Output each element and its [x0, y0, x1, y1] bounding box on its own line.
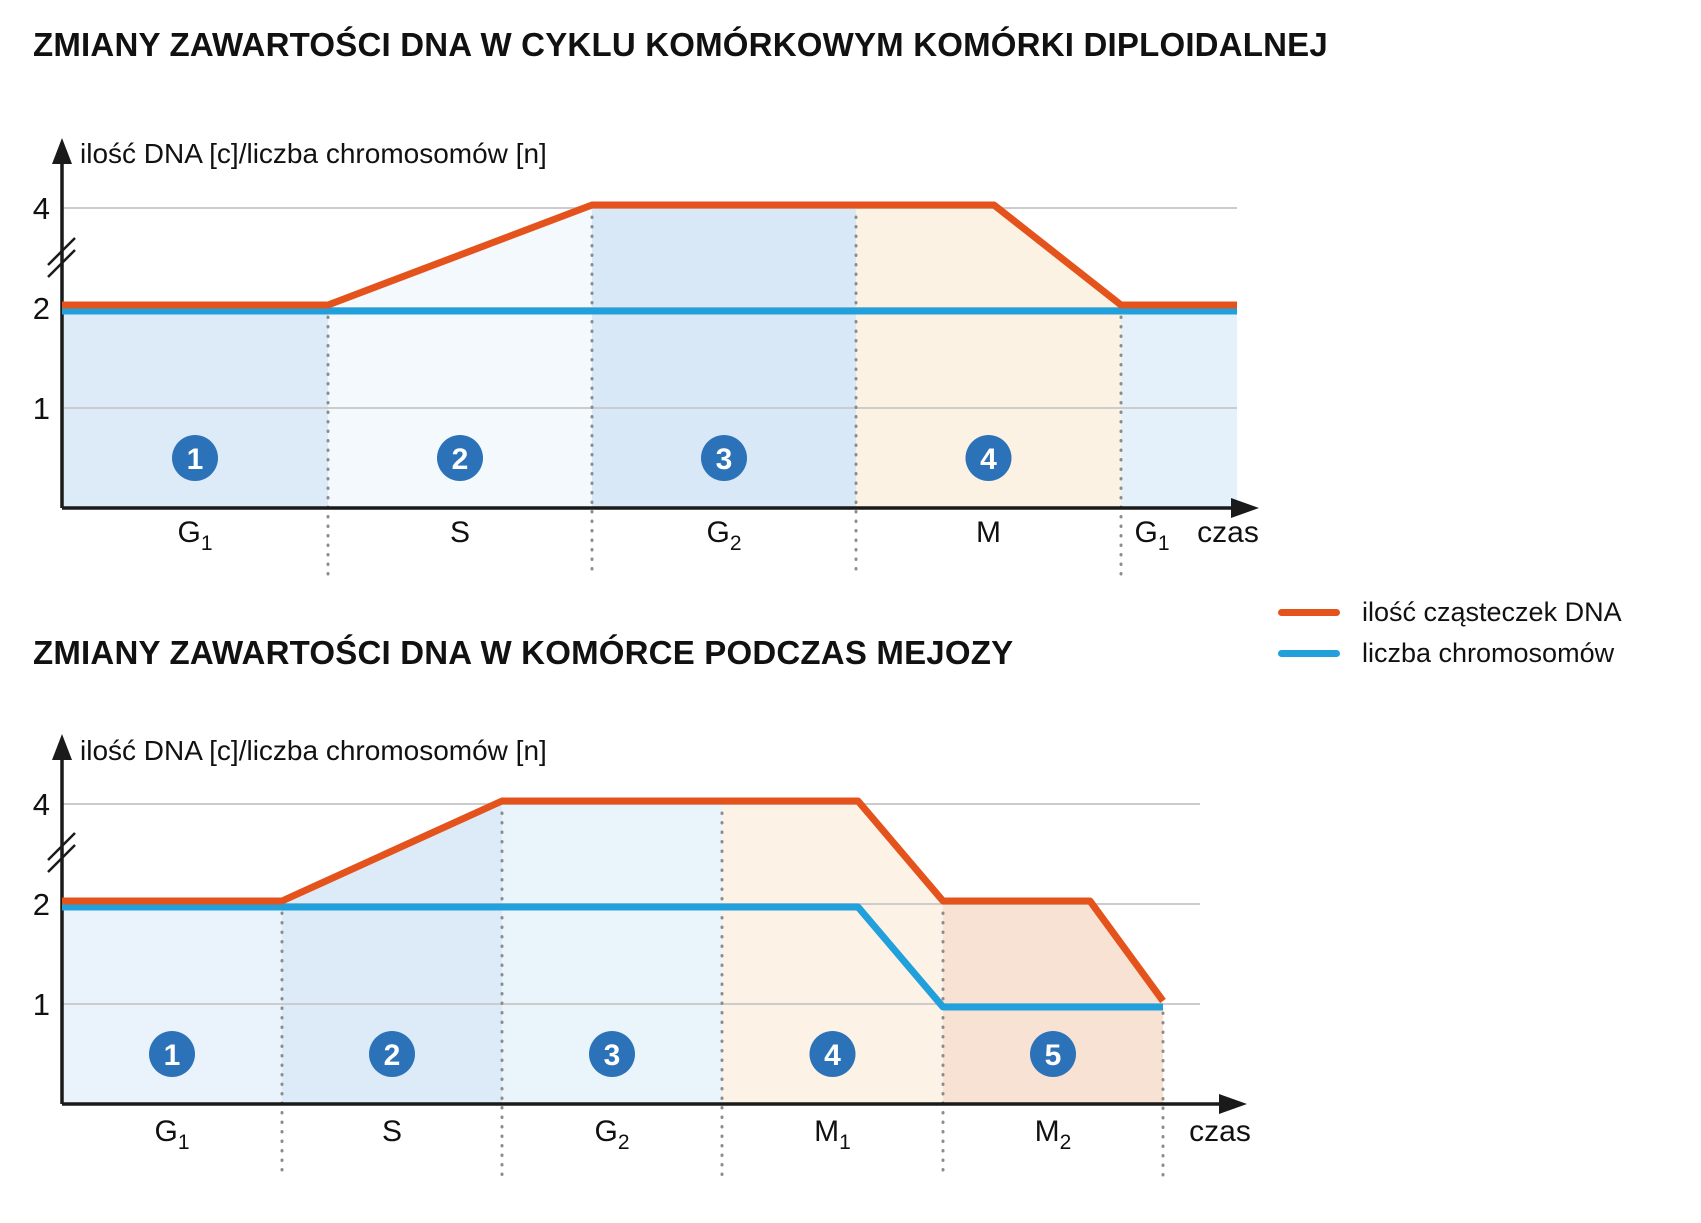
legend-item-dna: ilość cząsteczek DNA [1278, 596, 1622, 628]
phase-label: S [450, 516, 470, 549]
phase-label: M2 [1035, 1115, 1072, 1154]
phase-label: M [976, 516, 1001, 549]
phase-number: 5 [1045, 1039, 1062, 1072]
phase-number: 2 [452, 443, 469, 476]
y-axis-arrow-icon [52, 734, 72, 760]
y-tick-label: 2 [33, 887, 50, 922]
dna-amount-line [62, 797, 1166, 1004]
phase-number: 1 [164, 1039, 181, 1072]
y-axis-title: ilość DNA [c]/liczba chromosomów [n] [80, 735, 547, 766]
x-axis-arrow-icon [1231, 498, 1259, 518]
axis-break-icon [47, 832, 76, 861]
axis-break-icon [47, 844, 76, 873]
legend-label-dna: ilość cząsteczek DNA [1362, 596, 1622, 627]
y-axis-arrow-icon [52, 138, 72, 164]
meiosis-chart: 4 2 1 ilość DNA [c]/liczba chromosomów [n] 1… [33, 734, 1251, 1178]
chromosome-line-swatch [1278, 649, 1340, 657]
y-tick-label: 1 [33, 391, 50, 426]
phase-region [722, 804, 943, 1104]
x-axis-arrow-icon [1219, 1094, 1247, 1114]
phase-number: 4 [824, 1039, 841, 1072]
phase-number-badge [589, 1031, 635, 1077]
axis-break-icon [47, 237, 76, 266]
phase-number-badge [809, 1031, 856, 1077]
phase-number-badge [369, 1031, 415, 1077]
phase-number: 1 [187, 443, 204, 476]
y-tick-label: 1 [33, 987, 50, 1022]
phase-region [502, 804, 722, 1104]
y-axis-title: ilość DNA [c]/liczba chromosomów [n] [80, 138, 547, 169]
cell-cycle-chart: 4 2 1 ilość DNA [c]/liczba chromosomów [n] 1… [33, 138, 1259, 578]
phase-number: 3 [716, 443, 733, 476]
x-axis-title: czas [1197, 516, 1259, 549]
phase-number-badge [1030, 1031, 1076, 1077]
y-tick-label: 4 [33, 787, 50, 822]
legend-item-chromosomes: liczba chromosomów [1278, 637, 1622, 669]
cell-cycle-chart-title: ZMIANY ZAWARTOŚCI DNA W CYKLU KOMÓRKOWYM… [33, 26, 1328, 63]
x-axis-title: czas [1189, 1115, 1251, 1148]
y-tick-label: 2 [33, 291, 50, 326]
legend: ilość cząsteczek DNA liczba chromosomów [1278, 596, 1622, 669]
phase-label: G1 [1134, 516, 1169, 555]
phase-number-badge [149, 1031, 195, 1077]
phase-label: G1 [177, 516, 212, 555]
phase-label: G1 [154, 1115, 189, 1154]
dna-line-swatch [1278, 608, 1340, 616]
phase-label: M1 [814, 1115, 851, 1154]
dna-amount-line [62, 201, 1237, 309]
phase-number-badge [172, 435, 218, 481]
phase-number-badge [437, 435, 483, 481]
phase-number-badge [965, 435, 1012, 481]
phase-label: S [382, 1115, 402, 1148]
phase-number: 3 [604, 1039, 621, 1072]
phase-number-badge [701, 435, 747, 481]
y-tick-label: 4 [33, 191, 50, 226]
phase-label: G2 [594, 1115, 629, 1154]
phase-number: 2 [384, 1039, 401, 1072]
chromosome-count-line [62, 903, 1163, 1011]
phase-region [592, 208, 856, 508]
phase-number: 4 [980, 443, 997, 476]
legend-label-chromosomes: liczba chromosomów [1362, 637, 1615, 668]
phase-label: G2 [706, 516, 741, 555]
axis-break-icon [47, 249, 76, 278]
phase-region [856, 208, 1121, 508]
meiosis-chart-title: ZMIANY ZAWARTOŚCI DNA W KOMÓRCE PODCZAS … [33, 634, 1014, 671]
